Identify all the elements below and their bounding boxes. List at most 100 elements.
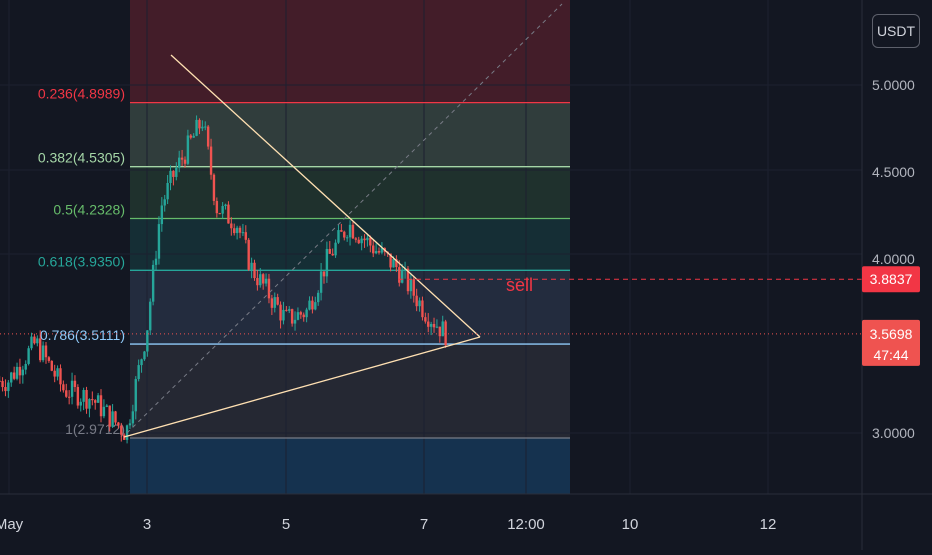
candle-body — [314, 302, 317, 310]
candle-body — [427, 321, 430, 327]
candle-body — [212, 174, 216, 201]
candle-body — [27, 348, 30, 364]
candle-body — [398, 267, 401, 283]
candle-body — [18, 366, 22, 376]
candle-body — [163, 199, 166, 206]
candle-body — [253, 262, 256, 279]
candle-body — [172, 170, 175, 177]
candle-body — [276, 297, 279, 305]
candle-body — [96, 395, 100, 403]
candle-body — [421, 300, 424, 318]
candle-body — [290, 309, 294, 324]
candle-body — [363, 238, 366, 241]
candle-body — [418, 300, 421, 307]
sell-price-label: 3.8837 — [870, 271, 913, 287]
candle-body — [91, 399, 94, 401]
candle-body — [261, 274, 265, 284]
candle-body — [169, 170, 172, 183]
candle-body — [282, 309, 285, 321]
candle-body — [88, 399, 91, 409]
candle-body — [354, 238, 358, 240]
candle-body — [340, 230, 343, 232]
fib-zone — [130, 102, 570, 167]
candle-body — [151, 264, 155, 302]
candle-body — [351, 224, 355, 239]
candle-body — [343, 231, 346, 238]
candle-body — [235, 227, 239, 234]
candle-body — [296, 312, 300, 320]
candle-body — [149, 301, 152, 331]
price-tick-label: 4.5000 — [872, 164, 915, 180]
candle-body — [230, 223, 233, 229]
candle-body — [59, 368, 62, 385]
fib-level-label: 0.382(4.5305) — [38, 150, 125, 166]
candle-body — [403, 268, 407, 271]
candle-body — [357, 239, 360, 244]
candle-body — [441, 321, 444, 337]
candle-body — [308, 300, 311, 310]
candle-body — [325, 248, 329, 277]
time-tick-label: 10 — [622, 516, 639, 533]
candle-body — [47, 357, 51, 361]
candle-body — [389, 253, 392, 268]
candle-body — [273, 297, 276, 308]
candle-body — [444, 321, 447, 346]
candle-body — [328, 248, 331, 254]
time-tick-label: May — [0, 516, 24, 533]
candle-body — [233, 228, 236, 234]
candle-body — [120, 425, 123, 435]
candle-body — [140, 359, 143, 366]
bar-countdown-label: 47:44 — [873, 347, 908, 363]
time-tick-label: 3 — [143, 516, 151, 533]
price-tick-label: 5.0000 — [872, 77, 915, 93]
sell-annotation[interactable]: sell — [506, 275, 533, 295]
candle-body — [279, 304, 282, 321]
candle-body — [409, 279, 413, 292]
candle-body — [131, 411, 135, 424]
sell-price-tag — [862, 266, 920, 293]
candle-body — [299, 312, 303, 315]
fib-level-label: 1(2.9712) — [65, 421, 125, 437]
candle-body — [114, 411, 117, 423]
candle-body — [154, 258, 158, 265]
candle-body — [65, 390, 68, 397]
candle-body — [302, 314, 305, 318]
candle-body — [183, 159, 187, 164]
time-axis[interactable]: May 3 5 7 12:00 10 12 — [0, 493, 932, 533]
candle-body — [33, 336, 36, 344]
candle-body — [270, 298, 274, 308]
fib-zone-layer — [130, 0, 570, 494]
candle-body — [415, 295, 418, 307]
candle-body — [111, 411, 114, 427]
candle-body — [178, 157, 181, 168]
candle-body — [209, 146, 213, 175]
candle-body — [1, 381, 4, 388]
fib-level-label: 0.236(4.8989) — [38, 86, 125, 102]
candle-body — [412, 279, 415, 296]
candle-body — [137, 365, 140, 380]
lower-trendline — [123, 336, 481, 438]
candle-body — [39, 338, 42, 361]
candle-body — [319, 271, 323, 293]
candle-body — [79, 401, 82, 406]
drawings[interactable]: sell — [0, 3, 862, 438]
candle-body — [241, 232, 245, 234]
currency-button[interactable]: USDT — [872, 14, 920, 48]
candle-body — [21, 369, 25, 376]
candle-body — [311, 300, 314, 310]
candle-body — [67, 396, 71, 398]
candle-body — [267, 278, 271, 299]
candle-body — [322, 271, 326, 277]
candle-body — [53, 370, 56, 377]
candle-body — [227, 204, 230, 224]
candle-body — [108, 405, 111, 427]
price-axis[interactable]: 5.0000 4.5000 4.0000 3.0000 3.8837 3.5698 47:4… — [861, 0, 920, 550]
candle-body — [7, 382, 10, 392]
time-tick-label: 12:00 — [507, 516, 545, 533]
candle-body — [198, 119, 201, 129]
candle-body — [345, 237, 349, 239]
candle-body — [117, 422, 120, 426]
fib-zone — [130, 438, 570, 494]
